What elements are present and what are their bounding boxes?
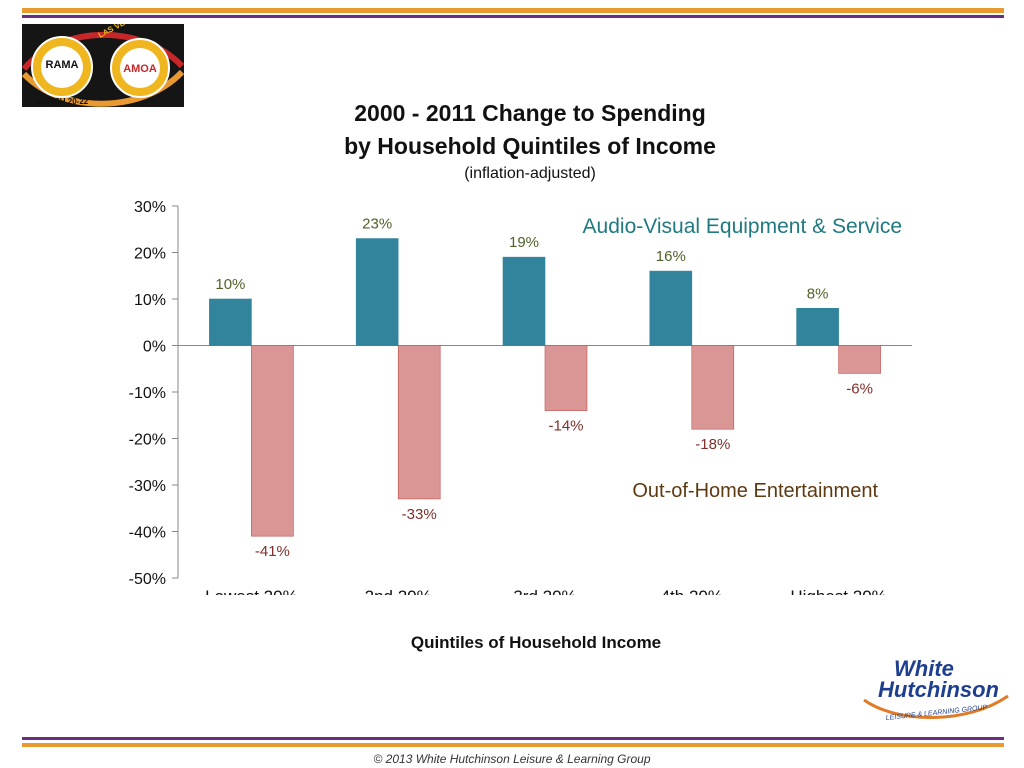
company-logo-line1: White [894,656,954,681]
y-tick-label: 20% [134,246,166,263]
y-tick-label: -50% [129,571,166,588]
y-tick-label: -30% [129,478,166,495]
y-tick-label: -10% [129,385,166,402]
x-tick-label: 3rd 20% [513,587,576,595]
bottom-rule-purple [22,737,1004,740]
data-label: 19% [509,234,539,251]
y-tick-label: 30% [134,199,166,216]
chart-title-line2: by Household Quintiles of Income [344,133,716,159]
x-tick-label: 2nd 20% [365,587,432,595]
data-label: 10% [215,276,245,293]
y-tick-label: -40% [129,525,166,542]
series-name-out-of-home: Out-of-Home Entertainment [632,480,878,502]
logo-dates-text: MARCH 20-22 [36,97,89,106]
bar-audio-visual [502,256,546,346]
company-logo-line2: Hutchinson [878,677,999,702]
y-tick-label: 0% [143,339,166,356]
bar-chart: 30% 20% 10% 0% -10% -20% -30% -40% -50% 10% -41% Lo… [129,199,912,595]
x-tick-label: 4th 20% [661,587,723,595]
footer-copyright: © 2013 White Hutchinson Leisure & Learni… [0,752,1024,766]
chart-subtitle: (inflation-adjusted) [464,165,596,182]
data-label: -33% [402,506,437,523]
series-name-audio-visual: Audio-Visual Equipment & Service [583,215,902,238]
data-label: 16% [656,248,686,265]
bar-out-of-home [397,345,441,500]
x-axis-label: Quintiles of Household Income [410,633,662,652]
top-rule-purple [22,15,1004,18]
footer-text: 2013 White Hutchinson Leisure & Learning… [385,752,651,766]
data-label: 23% [362,216,392,233]
bar-audio-visual [649,270,693,346]
bar-audio-visual [355,238,399,346]
data-label: -6% [846,380,873,397]
bottom-rule-orange [22,743,1004,747]
data-label: 8% [807,285,829,302]
data-label: -41% [255,543,290,560]
y-tick-label: 10% [134,292,166,309]
x-tick-label: Lowest 20% [205,587,298,595]
top-rule-orange [22,8,1004,13]
bar-audio-visual [796,308,839,346]
company-logo: White Hutchinson LEISURE & LEARNING GROU… [858,654,1018,726]
data-label: -14% [548,418,583,435]
chart-title-line1: 2000 - 2011 Change to Spending [354,100,706,126]
bar-out-of-home [251,345,294,537]
bar-out-of-home [544,345,588,411]
data-label: -18% [695,436,730,453]
bar-out-of-home [838,345,881,374]
copyright-symbol: © [373,752,386,766]
bar-out-of-home [691,345,735,430]
conference-logo: RAMA AMOA LAS VEGAS, NV MARCH 20-22 [22,24,184,107]
bar-audio-visual [209,298,252,346]
logo-rama-text: RAMA [46,59,79,71]
logo-amoa-text: AMOA [123,63,157,75]
y-tick-label: -20% [129,432,166,449]
x-tick-label: Highest 20% [790,587,886,595]
